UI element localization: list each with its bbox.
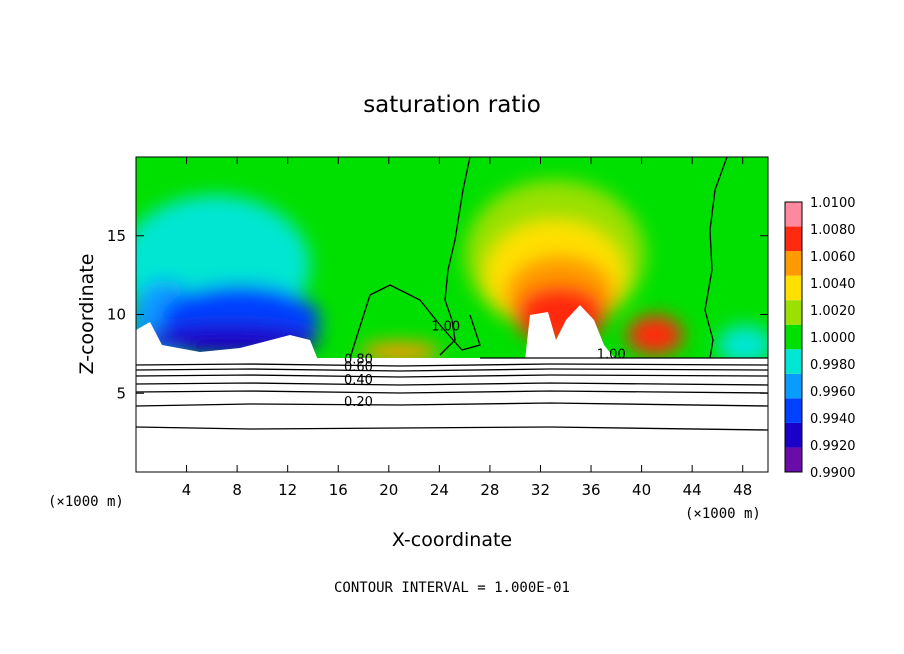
contour-labels: 1.00 1.00 0.800.600.40 0.20 [344, 319, 626, 410]
colorbar-label: 1.0060 [810, 250, 856, 265]
contour-interval-note: CONTOUR INTERVAL = 1.000E-01 [334, 580, 570, 596]
chart-title: saturation ratio [363, 92, 541, 118]
field-white-left [136, 322, 318, 360]
contour-0-80 [136, 363, 768, 367]
field-blob-red-right [627, 315, 683, 355]
colorbar-swatch [785, 422, 802, 448]
colorbar-swatch [785, 373, 802, 399]
colorbar-swatch [785, 398, 802, 423]
colorbar-label: 0.9940 [810, 412, 856, 427]
contour-1-00-right [704, 157, 728, 359]
colorbar-label: 1.0100 [810, 196, 856, 211]
colorbar-label: 0.9960 [810, 385, 856, 400]
y-axis-ticks: 5 10 15 [107, 227, 768, 402]
contour-label: 0.60 [344, 360, 373, 375]
y-tick-label: 10 [107, 306, 126, 324]
contour-0-10 [136, 426, 768, 431]
x-unit-right: (×1000 m) [685, 506, 761, 522]
colorbar-swatch [785, 300, 802, 325]
plot-area: 1.00 1.00 0.800.600.40 0.20 [136, 157, 768, 472]
colorbar-label: 0.9900 [810, 466, 856, 481]
x-tick-label: 36 [581, 481, 600, 499]
colorbar-frame [784, 201, 803, 473]
x-tick-label: 48 [733, 481, 752, 499]
x-tick-label: 8 [232, 481, 242, 499]
x-tick-label: 32 [531, 481, 550, 499]
contour-lines [136, 157, 768, 431]
colorbar-label: 1.0000 [810, 331, 856, 346]
colorbar-swatch [785, 324, 802, 350]
contour-1-00-bump [349, 284, 481, 359]
y-tick-label: 15 [107, 227, 126, 245]
field-blob-cyan-right [717, 325, 768, 365]
x-axis-ticks: 4 8 12 16 20 24 28 32 36 40 44 48 [182, 157, 752, 499]
x-tick-label: 44 [683, 481, 702, 499]
colorbar-label: 1.0040 [810, 277, 856, 292]
contour-0-60 [136, 374, 768, 378]
contour-1-00-left [439, 157, 471, 356]
y-axis-label: Z-coordinate [76, 254, 98, 375]
contour-0-30 [136, 390, 768, 394]
colorbar-swatch [785, 202, 802, 227]
x-tick-label: 16 [329, 481, 348, 499]
contour-label: 1.00 [597, 348, 626, 363]
colorbar-swatch [785, 447, 802, 472]
y-tick-label: 5 [116, 384, 126, 402]
x-tick-label: 4 [182, 481, 192, 499]
contour-label: 0.20 [344, 395, 373, 410]
field-white-right [525, 305, 616, 360]
colorbar: 0.9900 0.9920 0.9940 0.9960 0.9980 1.0000 1.00… [784, 196, 856, 481]
contour-0-20 [136, 402, 768, 407]
contour-label: 1.00 [431, 319, 460, 334]
x-tick-label: 12 [278, 481, 297, 499]
colorbar-swatch [785, 251, 802, 276]
contour-label: 0.40 [344, 373, 373, 388]
colorbar-label: 1.0080 [810, 223, 856, 238]
contour-0-40 [136, 382, 768, 386]
colorbar-swatch [785, 349, 802, 374]
x-unit-left: (×1000 m) [48, 494, 124, 510]
contour-0-70 [136, 368, 768, 372]
colorbar-swatch [785, 275, 802, 301]
x-tick-label: 24 [430, 481, 449, 499]
contour-label: 0.80 [344, 352, 373, 367]
colorbar-label: 1.0020 [810, 304, 856, 319]
field-white-lower [136, 358, 768, 472]
colorbar-label: 0.9980 [810, 358, 856, 373]
field-blob-orange-low [360, 342, 440, 362]
field-upper [136, 157, 768, 472]
colorbar-label: 0.9920 [810, 439, 856, 454]
x-tick-label: 20 [379, 481, 398, 499]
colorbar-swatch [785, 226, 802, 252]
x-tick-label: 40 [632, 481, 651, 499]
x-axis-label: X-coordinate [392, 529, 512, 551]
x-tick-label: 28 [480, 481, 499, 499]
